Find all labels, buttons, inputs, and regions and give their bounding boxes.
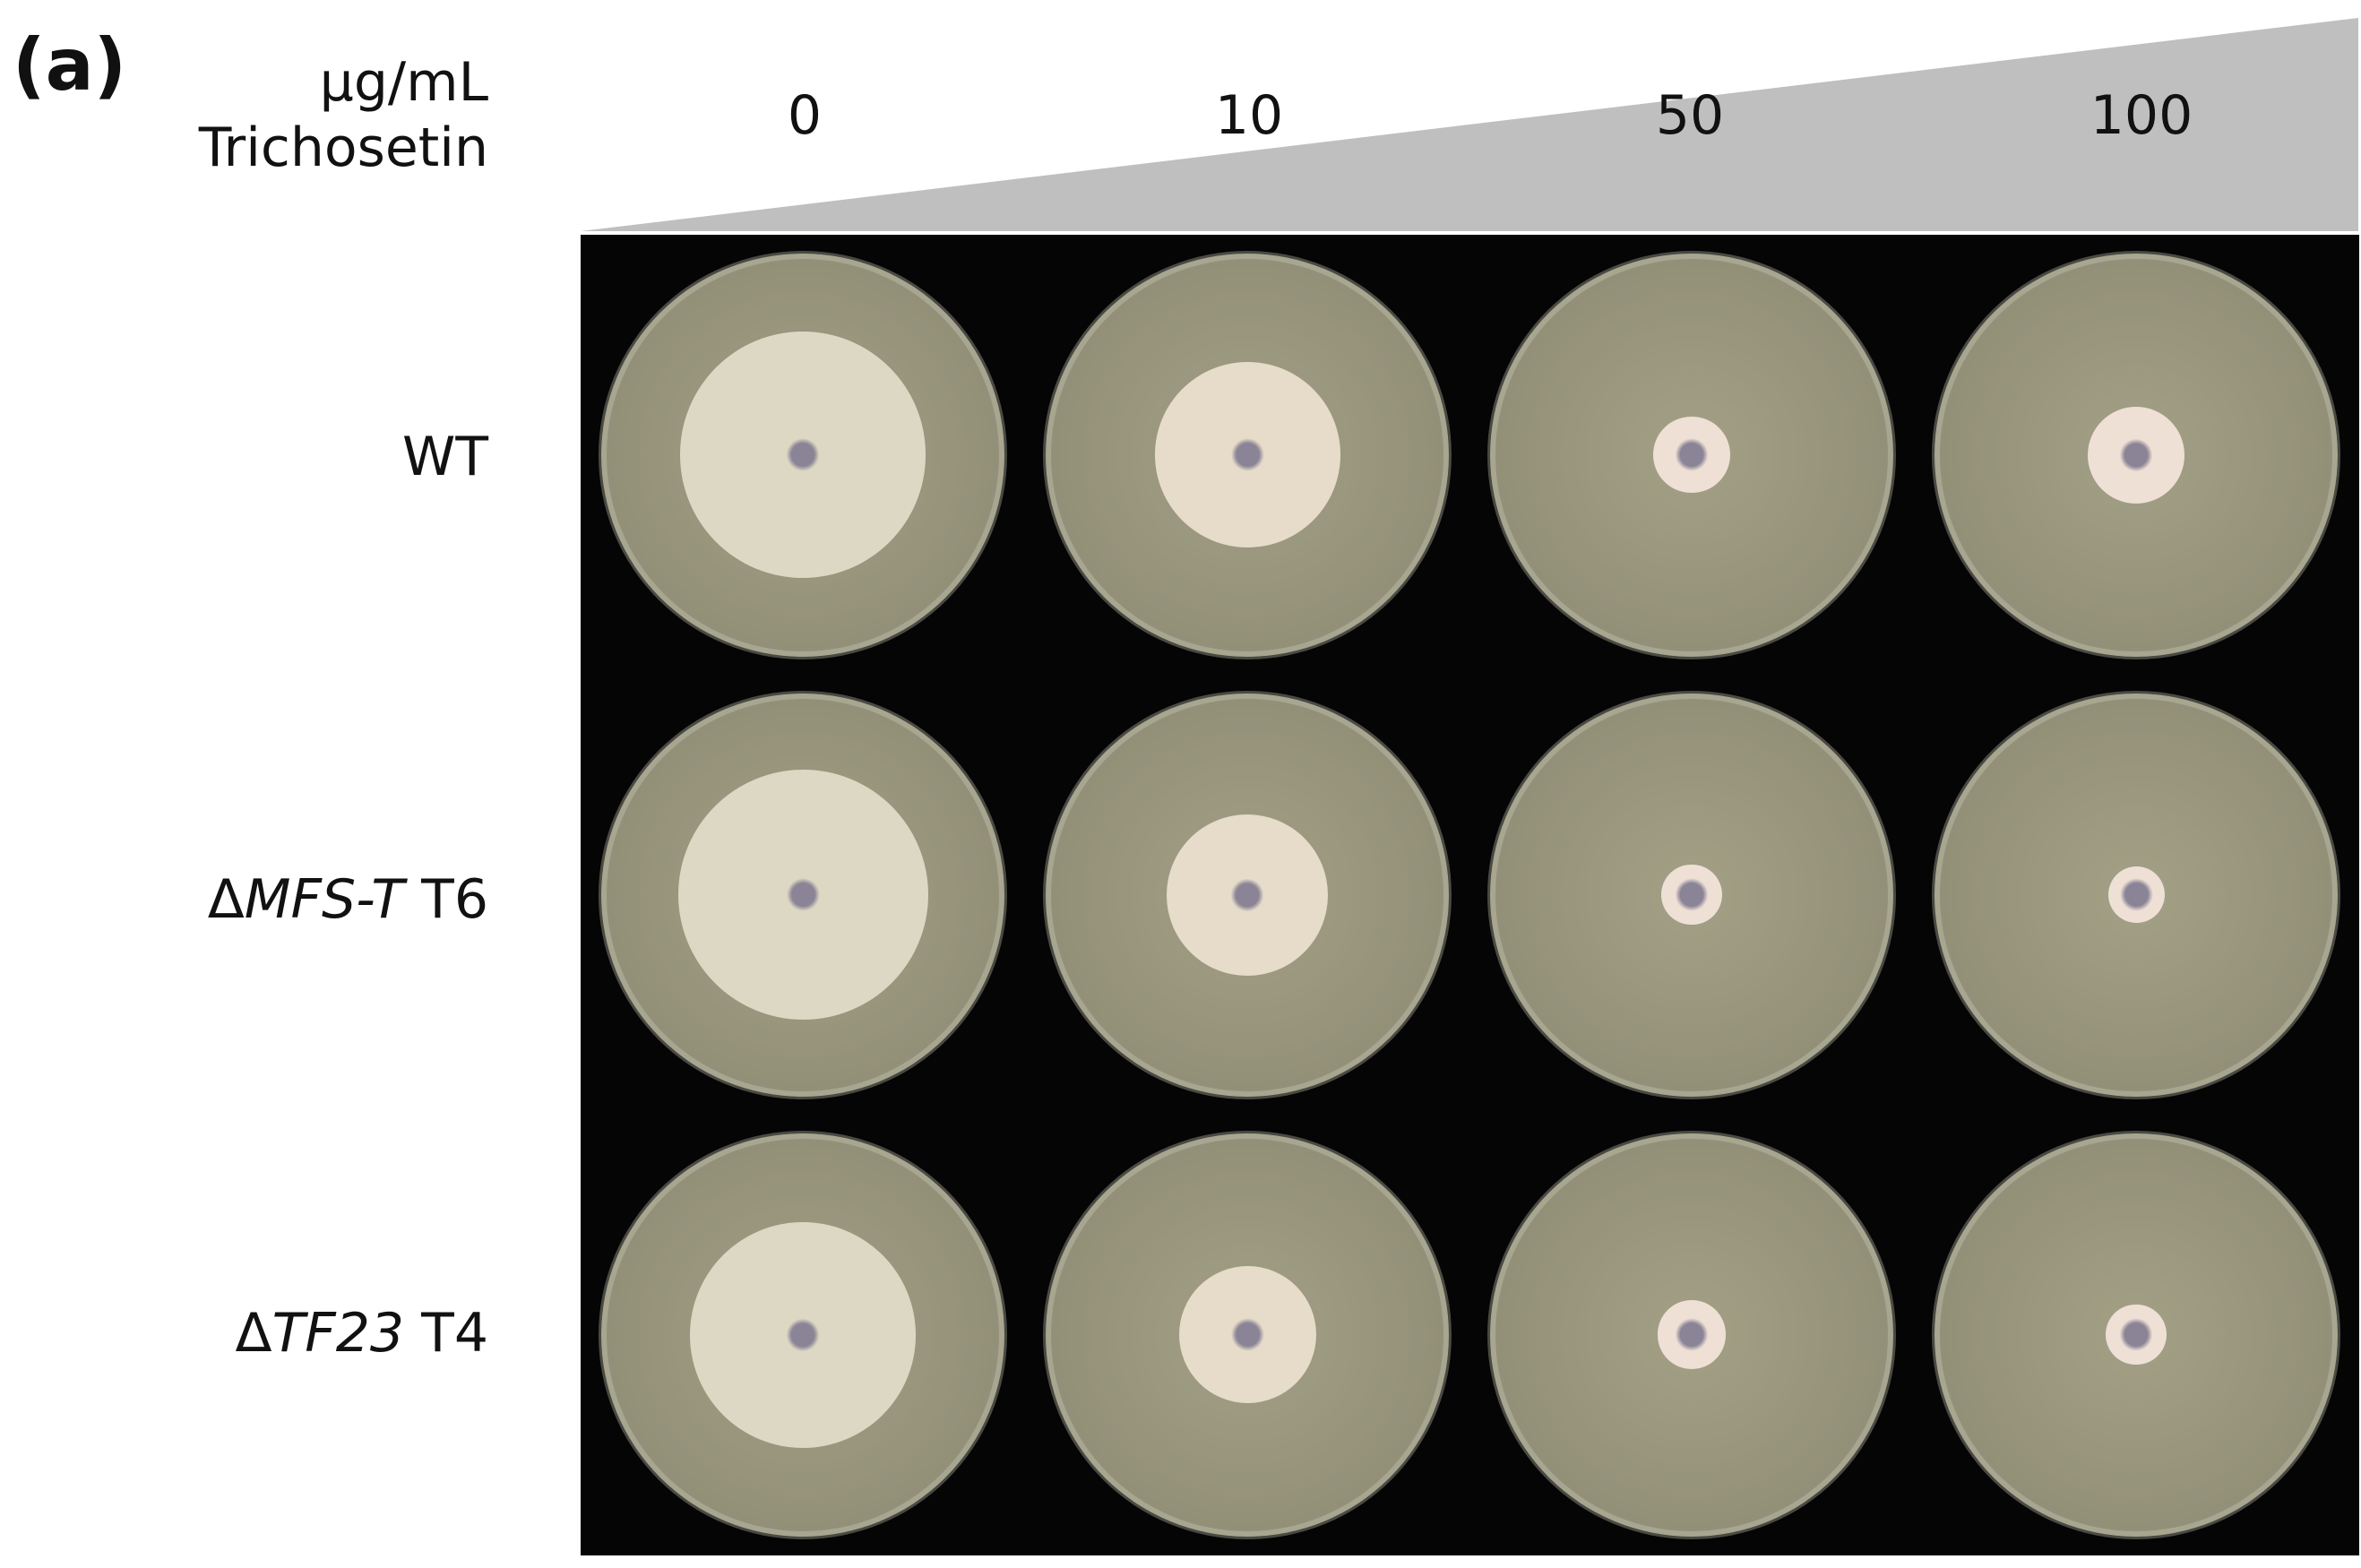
row-label-mfs-t: ΔMFS-T T6 [207,868,488,931]
plate-cell [1914,675,2358,1115]
fungal-colony [690,1221,916,1448]
concentration-unit-label: µg/mL Trichosetin [199,50,488,181]
plate-cell [1025,235,1469,675]
fungal-colony [679,332,926,578]
plate-cell [581,675,1025,1115]
fungal-colony [1653,416,1730,494]
plate-cell [1469,675,1914,1115]
fungal-colony [1154,362,1340,547]
fungal-colony [1178,1266,1316,1403]
fungal-colony [2107,866,2165,923]
gradient-triangle [581,18,2358,231]
fungal-colony [1167,814,1328,976]
plate-cell [1469,235,1914,675]
plate-cell [1025,675,1469,1115]
plate-cell [581,1115,1025,1555]
fungal-colony [2106,1304,2167,1366]
fungal-colony [1657,1300,1727,1369]
plate-cell [1914,1115,2358,1555]
plate-photo-grid [581,235,2359,1555]
plate-cell [1469,1115,1914,1555]
concentration-label-100: 100 [2090,84,2193,147]
concentration-label-50: 50 [1655,84,1725,147]
concentration-gradient-wedge [581,18,2358,231]
fungal-colony [677,770,928,1020]
fungal-colony [1661,864,1722,926]
row-label-tf23: ΔTF23 T4 [235,1302,488,1365]
panel-label: (a) [13,23,127,107]
fungal-colony [2088,406,2184,504]
compound-line: Trichosetin [198,116,488,180]
plate-cell [1025,1115,1469,1555]
plate-cell [1914,235,2358,675]
concentration-label-0: 0 [787,84,823,147]
concentration-label-10: 10 [1214,84,1284,147]
row-label-wt: WT [402,426,488,488]
plate-cell [581,235,1025,675]
unit-line: µg/mL [319,51,488,114]
